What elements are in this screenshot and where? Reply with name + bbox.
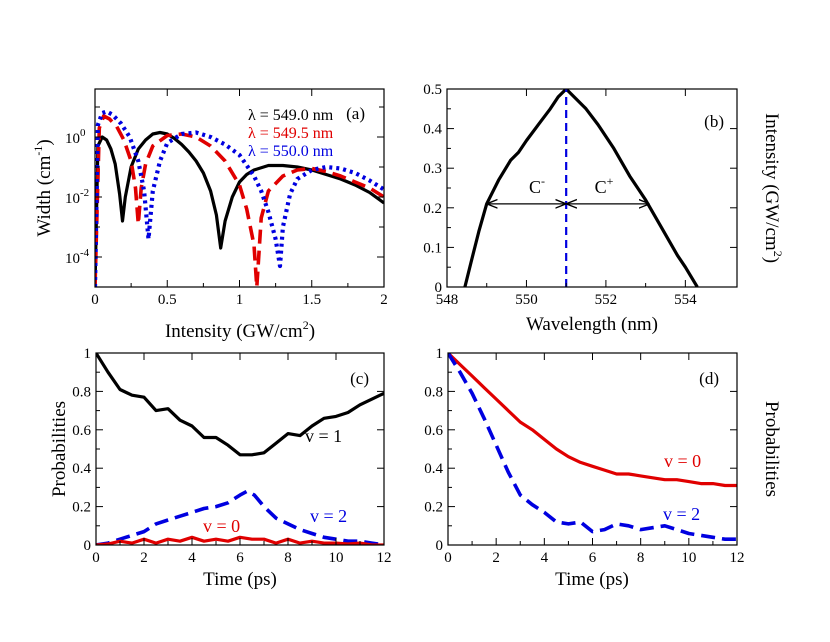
series-line--549-5-nm — [95, 114, 384, 287]
series-line-v-1 — [96, 353, 384, 457]
x-tick-label: 550 — [515, 292, 538, 308]
y-tick-label: 0.4 — [423, 122, 442, 138]
series-line-intensity — [463, 89, 699, 287]
x-tick-label: 0 — [92, 550, 100, 566]
y-tick-label: 0.2 — [72, 500, 91, 516]
panel-a-xlabel: Intensity (GW/cm2) — [165, 318, 315, 342]
panel-b-label: (b) — [704, 112, 724, 131]
annotation-v0: v = 0 — [664, 451, 701, 471]
y-tick-label: 0 — [435, 280, 443, 296]
x-tick-label: 2 — [492, 550, 500, 566]
y-tick-label: 0.3 — [423, 161, 442, 177]
x-tick-label: 2 — [380, 292, 388, 308]
x-tick-label: 554 — [674, 292, 697, 308]
y-tick-label: 0.1 — [423, 240, 442, 256]
x-tick-label: 4 — [188, 550, 196, 566]
y-tick-label: 0 — [84, 538, 92, 554]
y-tick-label: 0.6 — [424, 423, 443, 439]
panel-a-width-vs-intensity: 0 0.5 1 1.5 2 100 10-2 10-4 (a) λ = 549.0 nm λ … — [31, 88, 388, 342]
x-tick-label: 8 — [637, 550, 645, 566]
panel-a-label: (a) — [346, 104, 365, 123]
x-tick-label: 4 — [541, 550, 549, 566]
series-line-v-2 — [96, 489, 384, 545]
x-tick-label: 552 — [595, 292, 618, 308]
x-tick-label: 12 — [730, 550, 745, 566]
y-tick-label: 1 — [436, 346, 444, 362]
x-tick-label: 12 — [377, 550, 392, 566]
panel-c-ylabel: Probabilities — [49, 401, 70, 497]
x-tick-label: 2 — [140, 550, 148, 566]
x-tick-label: 10 — [681, 550, 696, 566]
legend-entry-550-0: λ = 550.0 nm — [248, 143, 334, 160]
panel-d-label: (d) — [699, 369, 719, 388]
y-tick-label: 0 — [436, 538, 444, 554]
series-line--550-0-nm — [95, 109, 384, 287]
y-tick-label: 0.8 — [424, 384, 443, 400]
x-tick-label: 1.5 — [302, 292, 321, 308]
panel-d-xlabel: Time (ps) — [555, 569, 629, 590]
x-tick-label: 1 — [236, 292, 244, 308]
annotation-v2: v = 2 — [663, 504, 700, 524]
y-tick-label: 0.4 — [72, 461, 91, 477]
panel-b-ylabel: Intensity (GW/cm2) — [761, 113, 785, 263]
y-tick-label: 100 — [65, 127, 86, 147]
x-tick-label: 6 — [236, 550, 244, 566]
x-tick-label: 8 — [284, 550, 292, 566]
x-tick-label: 10 — [329, 550, 344, 566]
annotation-c-minus: C- — [529, 174, 545, 197]
x-tick-label: 548 — [436, 292, 459, 308]
y-tick-label: 10-2 — [65, 187, 89, 207]
x-tick-label: 0 — [91, 292, 99, 308]
legend-entry-549-5: λ = 549.5 nm — [248, 125, 334, 142]
panel-c-xlabel: Time (ps) — [203, 569, 277, 590]
panel-b-xlabel: Wavelength (nm) — [526, 314, 658, 335]
y-tick-label: 10-4 — [65, 247, 90, 267]
legend-entry-549-0: λ = 549.0 nm — [248, 107, 334, 124]
panel-b-intensity-vs-wavelength: 548 550 552 554 0 0.1 0.2 0.3 0.4 0.5 (b) C- C+ W… — [423, 82, 785, 335]
panel-d-ylabel: Probabilities — [761, 401, 782, 497]
annotation-v1: v = 1 — [305, 426, 342, 446]
y-tick-label: 1 — [84, 346, 92, 362]
x-tick-label: 0 — [444, 550, 452, 566]
x-tick-label: 6 — [589, 550, 597, 566]
y-tick-label: 0.8 — [72, 384, 91, 400]
y-tick-label: 0.2 — [424, 500, 443, 516]
series-line-v-2 — [448, 353, 737, 542]
panel-a-ylabel: Width (cm-1) — [31, 139, 55, 236]
x-tick-label: 0.5 — [158, 292, 177, 308]
series-line-v-0 — [448, 353, 737, 488]
annotation-c-plus: C+ — [595, 174, 614, 197]
annotation-v2: v = 2 — [310, 506, 347, 526]
y-tick-label: 0.5 — [423, 82, 442, 98]
y-tick-label: 0.6 — [72, 423, 91, 439]
panel-c-label: (c) — [350, 369, 369, 388]
y-tick-label: 0.2 — [423, 201, 442, 217]
series-line--549-0-nm — [95, 130, 384, 287]
y-tick-label: 0.4 — [424, 461, 443, 477]
annotation-v0: v = 0 — [203, 516, 240, 536]
